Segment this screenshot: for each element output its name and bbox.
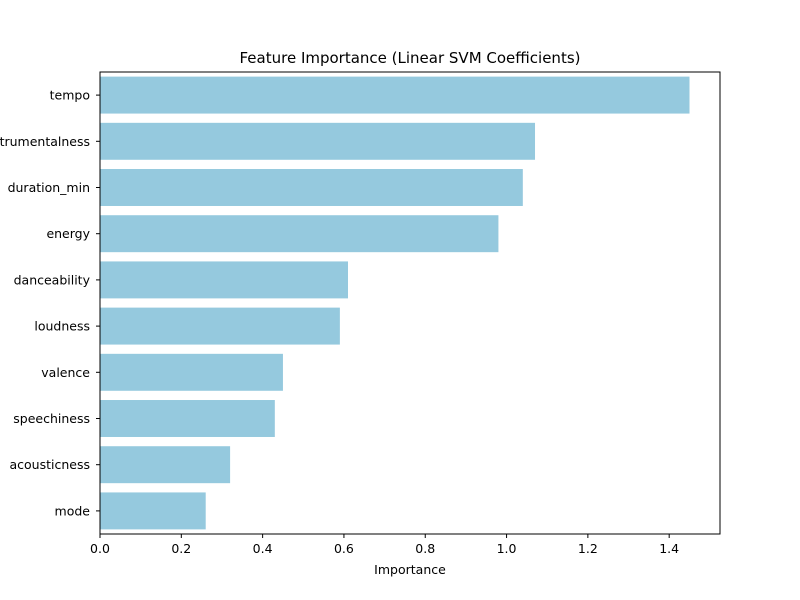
x-tick-label-4: 0.8	[415, 541, 435, 556]
x-tick-label-5: 1.0	[497, 541, 517, 556]
bar-acousticness	[100, 446, 231, 484]
bars-layer	[100, 76, 690, 530]
x-axis-ticks: 0.0 0.2 0.4 0.6 0.8 1.0 1.2 1.4	[90, 534, 679, 556]
y-tick-label-acousticness: acousticness	[10, 457, 91, 472]
x-axis-label: Importance	[374, 562, 446, 577]
bar-danceability	[100, 261, 348, 299]
x-tick-label-7: 1.4	[659, 541, 679, 556]
y-tick-label-instrumentalness: instrumentalness	[0, 134, 90, 149]
bar-speechiness	[100, 400, 275, 437]
y-tick-label-danceability: danceability	[14, 272, 91, 287]
bar-tempo	[100, 76, 690, 114]
y-tick-label-duration-min: duration_min	[8, 180, 90, 195]
bar-loudness	[100, 307, 340, 345]
x-tick-label-0: 0.0	[90, 541, 110, 556]
bar-instrumentalness	[100, 122, 536, 160]
bar-energy	[100, 215, 499, 253]
x-tick-label-6: 1.2	[578, 541, 598, 556]
y-tick-label-speechiness: speechiness	[13, 411, 90, 426]
y-tick-label-loudness: loudness	[34, 319, 90, 334]
x-tick-label-1: 0.2	[171, 541, 191, 556]
chart-title: Feature Importance (Linear SVM Coefficie…	[240, 49, 581, 67]
bar-mode	[100, 492, 206, 530]
y-tick-label-tempo: tempo	[50, 88, 90, 103]
y-tick-label-valence: valence	[41, 365, 90, 380]
y-tick-label-mode: mode	[55, 503, 91, 518]
bar-valence	[100, 353, 283, 391]
x-tick-label-3: 0.6	[334, 541, 354, 556]
plot-area-frame	[99, 71, 721, 535]
bar-duration-min	[100, 169, 523, 206]
y-tick-label-energy: energy	[46, 226, 90, 241]
x-tick-label-2: 0.4	[253, 541, 273, 556]
